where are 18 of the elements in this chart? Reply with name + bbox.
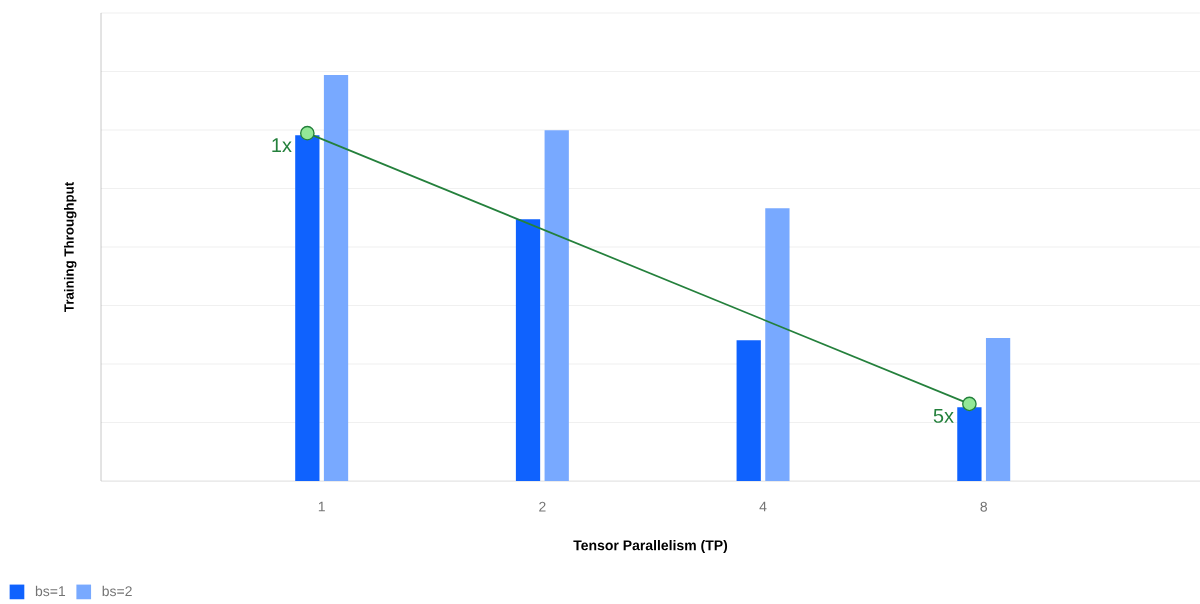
- bar: [765, 208, 790, 481]
- x-tick-label: 1: [318, 501, 325, 512]
- x-tick-label: 8: [980, 501, 988, 512]
- legend-label: bs=2: [102, 585, 132, 597]
- bar: [736, 340, 761, 481]
- annotation: 5x: [933, 408, 954, 423]
- bar: [544, 130, 569, 481]
- bar: [323, 75, 349, 481]
- x-tick-label: 4: [759, 501, 767, 512]
- x-tick-label: 2: [539, 501, 546, 512]
- annotation: 1x: [272, 138, 292, 153]
- y-axis-title: Training Throughput: [63, 181, 77, 313]
- legend-label: bs=1: [35, 585, 66, 597]
- bar: [295, 135, 320, 481]
- bar: [957, 407, 982, 481]
- bar: [985, 338, 1011, 481]
- x-axis-title: Tensor Parallelism (TP): [573, 540, 728, 554]
- bar: [515, 219, 541, 481]
